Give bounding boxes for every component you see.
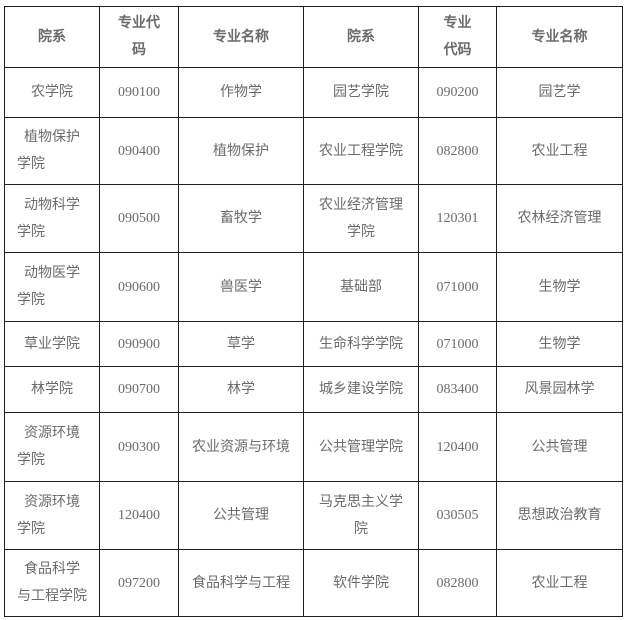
table-cell: 090700	[99, 366, 179, 413]
table-cell: 农业经济管理 学院	[303, 184, 419, 253]
table-cell: 动物科学 学院	[4, 184, 100, 253]
table-row: 林学院 090700 林学 城乡建设学院 083400 风景园林学	[4, 366, 623, 413]
table-cell: 农业工程	[496, 549, 623, 617]
table-cell: 生物学	[496, 252, 623, 322]
header-row: 院系 专业代码专业名称 院系 专业 代码 专业名称	[4, 6, 623, 68]
table-row: 植物保护 学院 090400 植物保护 农业工程学院 082800 农业工程	[4, 117, 623, 185]
table-cell: 农业工程学院	[303, 117, 419, 185]
table-cell: 090200	[418, 67, 497, 118]
table-cell: 兽医学	[178, 252, 304, 322]
table-cell: 动物医学 学院	[4, 252, 100, 322]
table-cell: 090500	[99, 184, 179, 253]
table-cell: 120400	[418, 412, 497, 482]
table-cell: 林学	[178, 366, 304, 413]
table-cell: 草学	[178, 321, 304, 367]
table-row: 动物医学 学院 090600 兽医学 基础部 071000 生物学	[4, 252, 623, 322]
table-cell: 公共管理学院	[303, 412, 419, 482]
table-cell: 公共管理	[496, 412, 623, 482]
table-cell: 090100	[99, 67, 179, 118]
table-row: 农学院 090100 作物学 园艺学院 090200 园艺学	[4, 67, 623, 118]
table-cell: 农业资源与环境	[178, 412, 304, 482]
table-row: 草业学院 090900 草学 生命科学学院 071000 生物学	[4, 321, 623, 367]
table-cell: 030505	[418, 481, 497, 550]
table-cell: 马克思主义学院	[303, 481, 419, 550]
table-cell: 草业学院	[4, 321, 100, 367]
table-cell: 082800	[418, 549, 497, 617]
table-cell: 思想政治教育	[496, 481, 623, 550]
table-row: 资源环境 学院 120400 公共管理 马克思主义学院 030505 思想政治教育	[4, 481, 623, 550]
table-cell: 097200	[99, 549, 179, 617]
column-header: 专业代码	[418, 6, 497, 68]
table-cell: 基础部	[303, 252, 419, 322]
table-cell: 园艺学	[496, 67, 623, 118]
table-cell: 风景园林学	[496, 366, 623, 413]
table-cell: 090300	[99, 412, 179, 482]
table-cell: 090600	[99, 252, 179, 322]
column-header: 专业代码	[99, 6, 179, 68]
column-header: 专业名称	[178, 6, 304, 68]
table-cell: 生命科学学院	[303, 321, 419, 367]
table-row: 资源环境 学院 090300 农业资源与环境 公共管理学院 120400 公共管理	[4, 412, 623, 482]
table-cell: 生物学	[496, 321, 623, 367]
table-cell: 农业工程	[496, 117, 623, 185]
table-cell: 083400	[418, 366, 497, 413]
table-header: 院系 专业代码专业名称 院系 专业 代码 专业名称	[4, 6, 623, 68]
table-cell: 资源环境 学院	[4, 412, 100, 482]
table-cell: 林学院	[4, 366, 100, 413]
table-cell: 农林经济管理	[496, 184, 623, 253]
table-cell: 090400	[99, 117, 179, 185]
table-cell: 作物学	[178, 67, 304, 118]
table-cell: 植物保护 学院	[4, 117, 100, 185]
column-header: 院系	[4, 6, 100, 68]
table-cell: 植物保护	[178, 117, 304, 185]
column-header: 专业名称	[496, 6, 623, 68]
table-cell: 农学院	[4, 67, 100, 118]
table-cell: 071000	[418, 252, 497, 322]
table-row: 动物科学 学院 090500 畜牧学 农业经济管理 学院 120301 农林经济管理	[4, 184, 623, 253]
table-cell: 食品科学 与工程学院	[4, 549, 100, 617]
table-cell: 资源环境 学院	[4, 481, 100, 550]
table-cell: 软件学院	[303, 549, 419, 617]
table-cell: 城乡建设学院	[303, 366, 419, 413]
table-cell: 090900	[99, 321, 179, 367]
column-header: 院系	[303, 6, 419, 68]
table-row: 食品科学 与工程学院 097200 食品科学与工程 软件学院 082800 农业工程	[4, 549, 623, 617]
table-cell: 园艺学院	[303, 67, 419, 118]
table-cell: 公共管理	[178, 481, 304, 550]
table-cell: 120400	[99, 481, 179, 550]
table-cell: 畜牧学	[178, 184, 304, 253]
table-cell: 食品科学与工程	[178, 549, 304, 617]
table-cell: 071000	[418, 321, 497, 367]
table-cell: 120301	[418, 184, 497, 253]
table-body: 农学院 090100 作物学 园艺学院 090200 园艺学 植物保护 学院 090400 植物保…	[4, 67, 623, 617]
table-cell: 082800	[418, 117, 497, 185]
majors-table: 院系 专业代码专业名称 院系 专业 代码 专业名称 农学院 090100 作物学 园艺学院 090…	[4, 6, 623, 617]
